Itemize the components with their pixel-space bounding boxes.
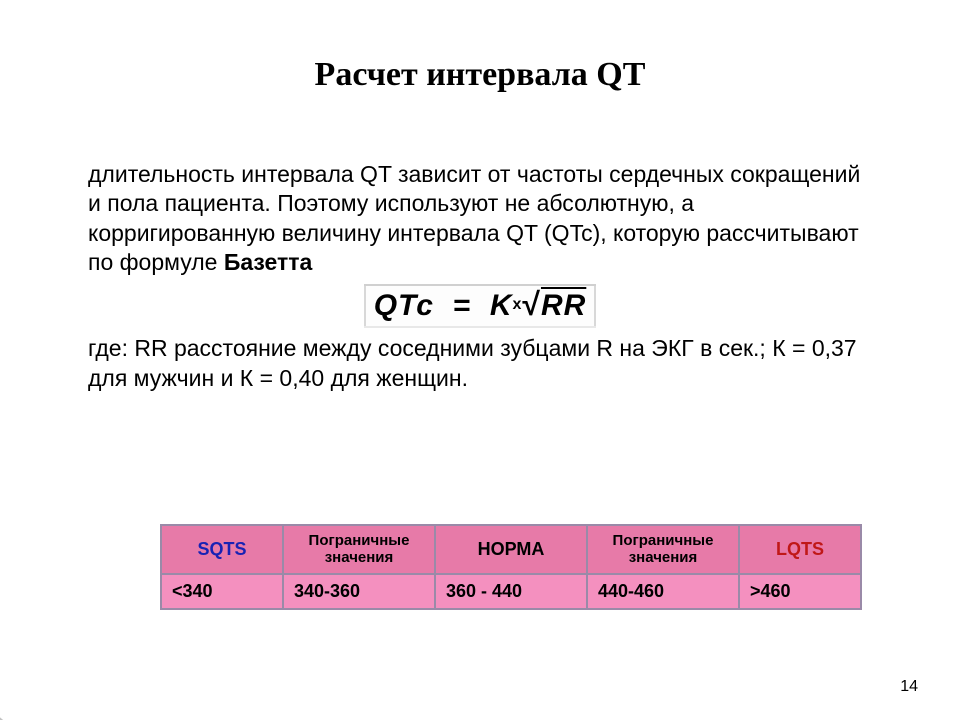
table-header-cell: НОРМА	[435, 525, 587, 574]
paragraph-1-text: длительность интервала QT зависит от час…	[88, 161, 860, 275]
formula-rr: RR	[541, 289, 586, 322]
qt-interval-table: SQTSПограничныезначенияНОРМАПограничныез…	[160, 524, 862, 610]
paragraph-2-text: где: RR расстояние между соседними зубца…	[88, 335, 857, 390]
table-value-row: <340340-360360 - 440440-460>460	[161, 574, 861, 609]
table-header-cell: Пограничныезначения	[283, 525, 435, 574]
page-number: 14	[900, 678, 918, 696]
table-value-cell: 440-460	[587, 574, 739, 609]
formula-mult: x	[512, 296, 522, 313]
table-header-cell: Пограничныезначения	[587, 525, 739, 574]
formula: QTc = Kx√RR	[364, 284, 597, 328]
formula-lhs: QTc	[374, 289, 434, 322]
table-value-cell: >460	[739, 574, 861, 609]
formula-eq: =	[453, 289, 472, 322]
table-header-cell: LQTS	[739, 525, 861, 574]
table-value-cell: 360 - 440	[435, 574, 587, 609]
formula-k: K	[490, 289, 513, 322]
paragraph-1-bold: Базетта	[224, 249, 313, 275]
page-title: Расчет интервала QT	[0, 56, 960, 94]
table-header-row: SQTSПограничныезначенияНОРМАПограничныез…	[161, 525, 861, 574]
formula-radical: √	[522, 286, 541, 322]
table-value-cell: 340-360	[283, 574, 435, 609]
table-value-cell: <340	[161, 574, 283, 609]
body-text: длительность интервала QT зависит от час…	[88, 160, 872, 393]
table-header-cell: SQTS	[161, 525, 283, 574]
